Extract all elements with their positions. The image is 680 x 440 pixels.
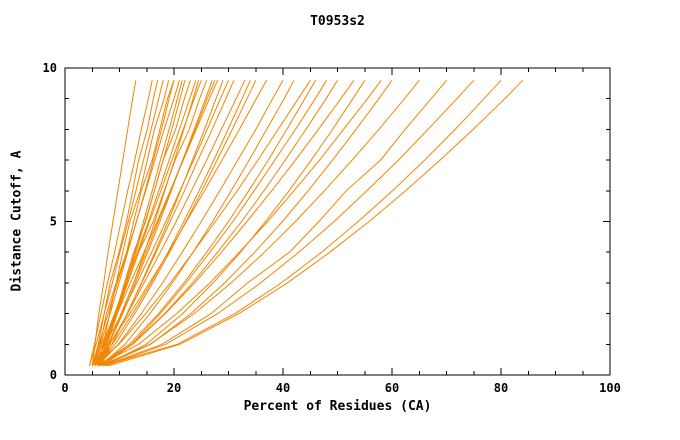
plot-frame [64,67,611,376]
model-curve [100,79,420,367]
model-curve [102,80,393,367]
model-curve [91,80,229,367]
model-curve [108,79,524,367]
y-axis-tick-label: 0 [50,368,57,382]
model-curve [97,80,175,366]
chart-title: T0953s2 [310,14,365,29]
model-curve [97,80,183,366]
model-curve [100,80,295,367]
model-curve [94,80,311,367]
model-curve [103,79,447,367]
model-curve [97,80,191,366]
x-axis-tick-label: 20 [167,381,181,395]
model-curve [91,80,159,366]
model-curve [91,80,251,367]
model-curve [100,80,355,367]
model-curve [94,80,170,366]
x-axis-tick-label: 100 [599,381,621,395]
model-curve [97,80,317,367]
model-curve [103,79,502,367]
model-curve [97,80,284,367]
model-curve [89,80,164,366]
model-curve [102,80,366,367]
x-axis-tick-label: 40 [276,381,290,395]
x-axis-tick-label: 80 [494,381,508,395]
y-axis-label: Distance Cutoff, A [9,150,25,292]
model-curve [97,80,213,367]
model-curve [91,80,208,366]
model-curve [91,80,268,367]
model-curve [102,80,328,367]
model-curve [105,79,475,367]
model-curve [91,80,137,366]
model-curve [97,80,382,367]
y-axis-tick-label: 10 [43,61,57,75]
x-axis-label: Percent of Residues (CA) [243,399,432,414]
model-curve [89,80,153,366]
y-axis-tick-label: 5 [50,215,57,229]
x-axis-tick-label: 0 [61,381,68,395]
model-curve [94,80,246,367]
x-axis-tick-label: 60 [385,381,399,395]
model-curve [91,80,180,366]
model-curve [99,80,216,366]
